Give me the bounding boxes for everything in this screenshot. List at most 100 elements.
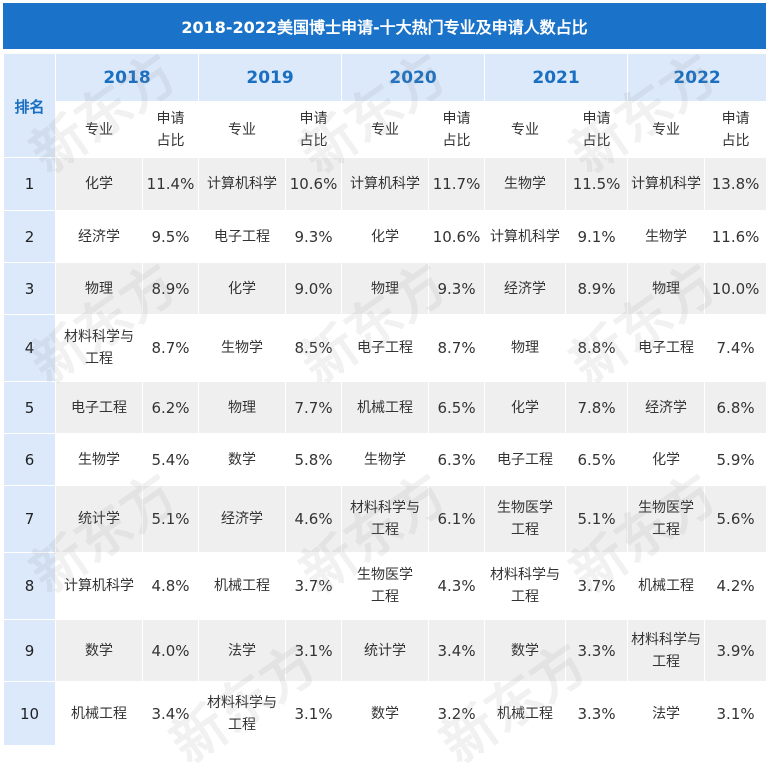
- share-cell: 11.7%: [428, 157, 486, 211]
- table-title: 2018-2022美国博士申请-十大热门专业及申请人数占比: [3, 3, 766, 49]
- share-cell: 5.1%: [565, 485, 629, 553]
- major-cell: 机械工程: [341, 381, 430, 434]
- share-cell: 8.8%: [565, 314, 629, 382]
- major-cell: 统计学: [55, 485, 143, 553]
- major-column-header: 专业: [55, 101, 143, 158]
- major-cell: 机械工程: [484, 681, 567, 746]
- table-row: 5 电子工程 6.2% 物理 7.7% 机械工程 6.5% 化学 7.8% 经济学 6.8%: [3, 381, 768, 434]
- major-cell: 物理: [341, 262, 430, 315]
- major-cell: 统计学: [341, 619, 430, 682]
- major-cell: 材料科学与 工程: [627, 619, 706, 682]
- share-cell: 3.9%: [704, 619, 768, 682]
- share-cell: 8.9%: [141, 262, 200, 315]
- major-cell: 物理: [198, 381, 287, 434]
- share-cell: 4.0%: [141, 619, 200, 682]
- major-cell: 材料科学与 工程: [341, 485, 430, 553]
- major-cell: 法学: [198, 619, 287, 682]
- share-cell: 3.7%: [565, 552, 629, 620]
- major-cell: 生物医学 工程: [627, 485, 706, 553]
- share-cell: 3.1%: [285, 681, 343, 746]
- share-cell: 8.7%: [428, 314, 486, 382]
- share-cell: 3.2%: [428, 681, 486, 746]
- share-cell: 9.3%: [285, 210, 343, 263]
- share-cell: 9.1%: [565, 210, 629, 263]
- share-cell: 3.4%: [141, 681, 200, 746]
- rank-cell: 7: [3, 485, 56, 553]
- major-column-header: 专业: [484, 101, 567, 158]
- share-cell: 11.4%: [141, 157, 200, 211]
- share-cell: 5.1%: [141, 485, 200, 553]
- table-row: 1 化学 11.4% 计算机科学 10.6% 计算机科学 11.7% 生物学 11.5% 计算机科…: [3, 157, 768, 211]
- major-cell: 数学: [55, 619, 143, 682]
- share-cell: 3.1%: [704, 681, 768, 746]
- table-row: 4 材料科学与 工程 8.7% 生物学 8.5% 电子工程 8.7% 物理 8.8% 电子工程 7.…: [3, 314, 768, 382]
- rank-cell: 2: [3, 210, 56, 263]
- ranking-table: 排名 2018 2019 2020 2021 2022 专业 申请 占比 专业 申请 …: [3, 53, 768, 746]
- major-cell: 经济学: [484, 262, 567, 315]
- major-cell: 经济学: [627, 381, 706, 434]
- major-cell: 计算机科学: [198, 157, 287, 211]
- major-cell: 计算机科学: [55, 552, 143, 620]
- share-cell: 5.4%: [141, 433, 200, 486]
- year-header: 2021: [484, 53, 629, 102]
- share-cell: 6.5%: [428, 381, 486, 434]
- share-cell: 10.0%: [704, 262, 768, 315]
- share-cell: 10.6%: [285, 157, 343, 211]
- year-header: 2019: [198, 53, 343, 102]
- major-cell: 材料科学与 工程: [198, 681, 287, 746]
- major-cell: 化学: [198, 262, 287, 315]
- major-cell: 电子工程: [341, 314, 430, 382]
- share-cell: 3.3%: [565, 681, 629, 746]
- share-cell: 13.8%: [704, 157, 768, 211]
- major-cell: 电子工程: [627, 314, 706, 382]
- share-cell: 5.9%: [704, 433, 768, 486]
- major-cell: 材料科学与 工程: [55, 314, 143, 382]
- major-column-header: 专业: [341, 101, 430, 158]
- share-cell: 7.8%: [565, 381, 629, 434]
- rank-cell: 6: [3, 433, 56, 486]
- share-cell: 3.3%: [565, 619, 629, 682]
- share-column-header: 申请 占比: [704, 101, 768, 158]
- page: 2018-2022美国博士申请-十大热门专业及申请人数占比 排名 2018 20…: [3, 3, 768, 776]
- major-cell: 数学: [484, 619, 567, 682]
- sub-header-row: 专业 申请 占比 专业 申请 占比 专业 申请 占比 专业 申请 占比 专业 申请 占比: [4, 101, 768, 158]
- share-cell: 4.6%: [285, 485, 343, 553]
- major-column-header: 专业: [198, 101, 287, 158]
- rank-header: 排名: [3, 53, 56, 158]
- table-row: 6 生物学 5.4% 数学 5.8% 生物学 6.3% 电子工程 6.5% 化学 5.9%: [3, 433, 768, 486]
- year-header: 2018: [54, 53, 200, 102]
- major-cell: 生物医学 工程: [484, 485, 567, 553]
- table-row: 10 机械工程 3.4% 材料科学与 工程 3.1% 数学 3.2% 机械工程 3.3% 法学 3.…: [3, 681, 768, 746]
- major-cell: 计算机科学: [484, 210, 567, 263]
- major-cell: 计算机科学: [627, 157, 706, 211]
- year-header-row: 排名 2018 2019 2020 2021 2022: [3, 53, 768, 158]
- rank-cell: 4: [3, 314, 56, 382]
- share-cell: 4.8%: [141, 552, 200, 620]
- major-cell: 数学: [198, 433, 287, 486]
- major-cell: 机械工程: [55, 681, 143, 746]
- major-cell: 化学: [627, 433, 706, 486]
- share-cell: 4.2%: [704, 552, 768, 620]
- major-cell: 生物学: [341, 433, 430, 486]
- share-cell: 7.7%: [285, 381, 343, 434]
- share-cell: 11.5%: [565, 157, 629, 211]
- table-row: 7 统计学 5.1% 经济学 4.6% 材料科学与 工程 6.1% 生物医学 工程 5.1% 生物…: [3, 485, 768, 553]
- table-row: 9 数学 4.0% 法学 3.1% 统计学 3.4% 数学 3.3% 材料科学与 工程 3.9%: [3, 619, 768, 682]
- major-cell: 生物医学 工程: [341, 552, 430, 620]
- share-cell: 3.1%: [285, 619, 343, 682]
- rank-cell: 10: [3, 681, 56, 746]
- share-cell: 9.0%: [285, 262, 343, 315]
- table-row: 2 经济学 9.5% 电子工程 9.3% 化学 10.6% 计算机科学 9.1% 生物学 11.6%: [3, 210, 768, 263]
- table-row: 3 物理 8.9% 化学 9.0% 物理 9.3% 经济学 8.9% 物理 10.0%: [3, 262, 768, 315]
- share-column-header: 申请 占比: [141, 101, 200, 158]
- rank-cell: 5: [3, 381, 56, 434]
- share-cell: 3.4%: [428, 619, 486, 682]
- major-cell: 电子工程: [484, 433, 567, 486]
- table-row: 8 计算机科学 4.8% 机械工程 3.7% 生物医学 工程 4.3% 材料科学与 工程 3.7…: [3, 552, 768, 620]
- major-cell: 经济学: [198, 485, 287, 553]
- year-header: 2022: [627, 53, 768, 102]
- share-cell: 6.1%: [428, 485, 486, 553]
- major-cell: 材料科学与 工程: [484, 552, 567, 620]
- year-header: 2020: [341, 53, 486, 102]
- rank-cell: 8: [3, 552, 56, 620]
